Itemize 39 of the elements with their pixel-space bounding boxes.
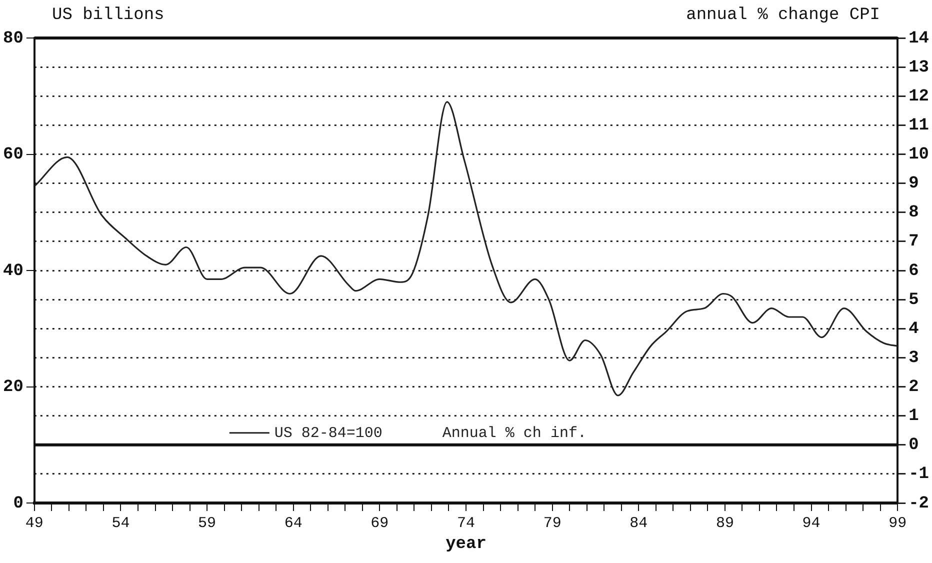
y2-tick-label: -1 <box>908 465 930 484</box>
y2-tick-label: 9 <box>908 174 919 194</box>
y-tick-label: 80 <box>2 29 24 48</box>
legend-label: US 82-84=100 <box>274 424 382 442</box>
y-tick-label: 40 <box>2 262 24 281</box>
y2-tick-label: 13 <box>908 58 930 78</box>
y2-tick-label: 12 <box>908 87 930 106</box>
y2-tick-label: -2 <box>908 494 930 514</box>
x-axis-title: year <box>444 535 488 554</box>
x-tick-label: 54 <box>112 514 130 532</box>
x-tick-label: 89 <box>716 514 734 532</box>
x-tick-label: 79 <box>543 514 562 532</box>
y2-tick-label: 11 <box>908 116 930 136</box>
y-tick-label: 0 <box>13 494 24 514</box>
y2-tick-label: 10 <box>908 146 930 165</box>
line-series <box>34 101 898 396</box>
annotation: Annual % ch inf. <box>442 424 586 442</box>
x-tick-label: 74 <box>456 514 476 532</box>
x-tick-label: 59 <box>198 514 216 532</box>
x-tick-label: 99 <box>888 514 907 532</box>
y2-tick-label: 5 <box>908 290 919 310</box>
x-tick-label: 69 <box>370 514 389 532</box>
y2-tick-label: 6 <box>908 262 919 281</box>
y2-tick-label: 8 <box>908 204 919 223</box>
y2-tick-label: 2 <box>908 378 919 398</box>
y-axis-title: US billions <box>52 6 164 25</box>
y-tick-label: 20 <box>2 378 24 398</box>
y2-tick-label: 0 <box>908 436 919 456</box>
x-tick-label: 94 <box>802 514 820 532</box>
y2-axis-title: annual % change CPI <box>686 6 880 25</box>
y2-tick-label: 3 <box>908 348 919 368</box>
y2-tick-label: 7 <box>908 232 919 252</box>
x-tick-label: 64 <box>284 514 302 532</box>
x-tick-label: 49 <box>25 514 44 532</box>
y2-tick-label: 4 <box>908 320 919 339</box>
y2-tick-label: 1 <box>908 407 919 426</box>
y2-tick-label: 14 <box>908 29 930 48</box>
y-tick-label: 60 <box>2 146 24 165</box>
x-tick-label: 84 <box>630 514 648 532</box>
